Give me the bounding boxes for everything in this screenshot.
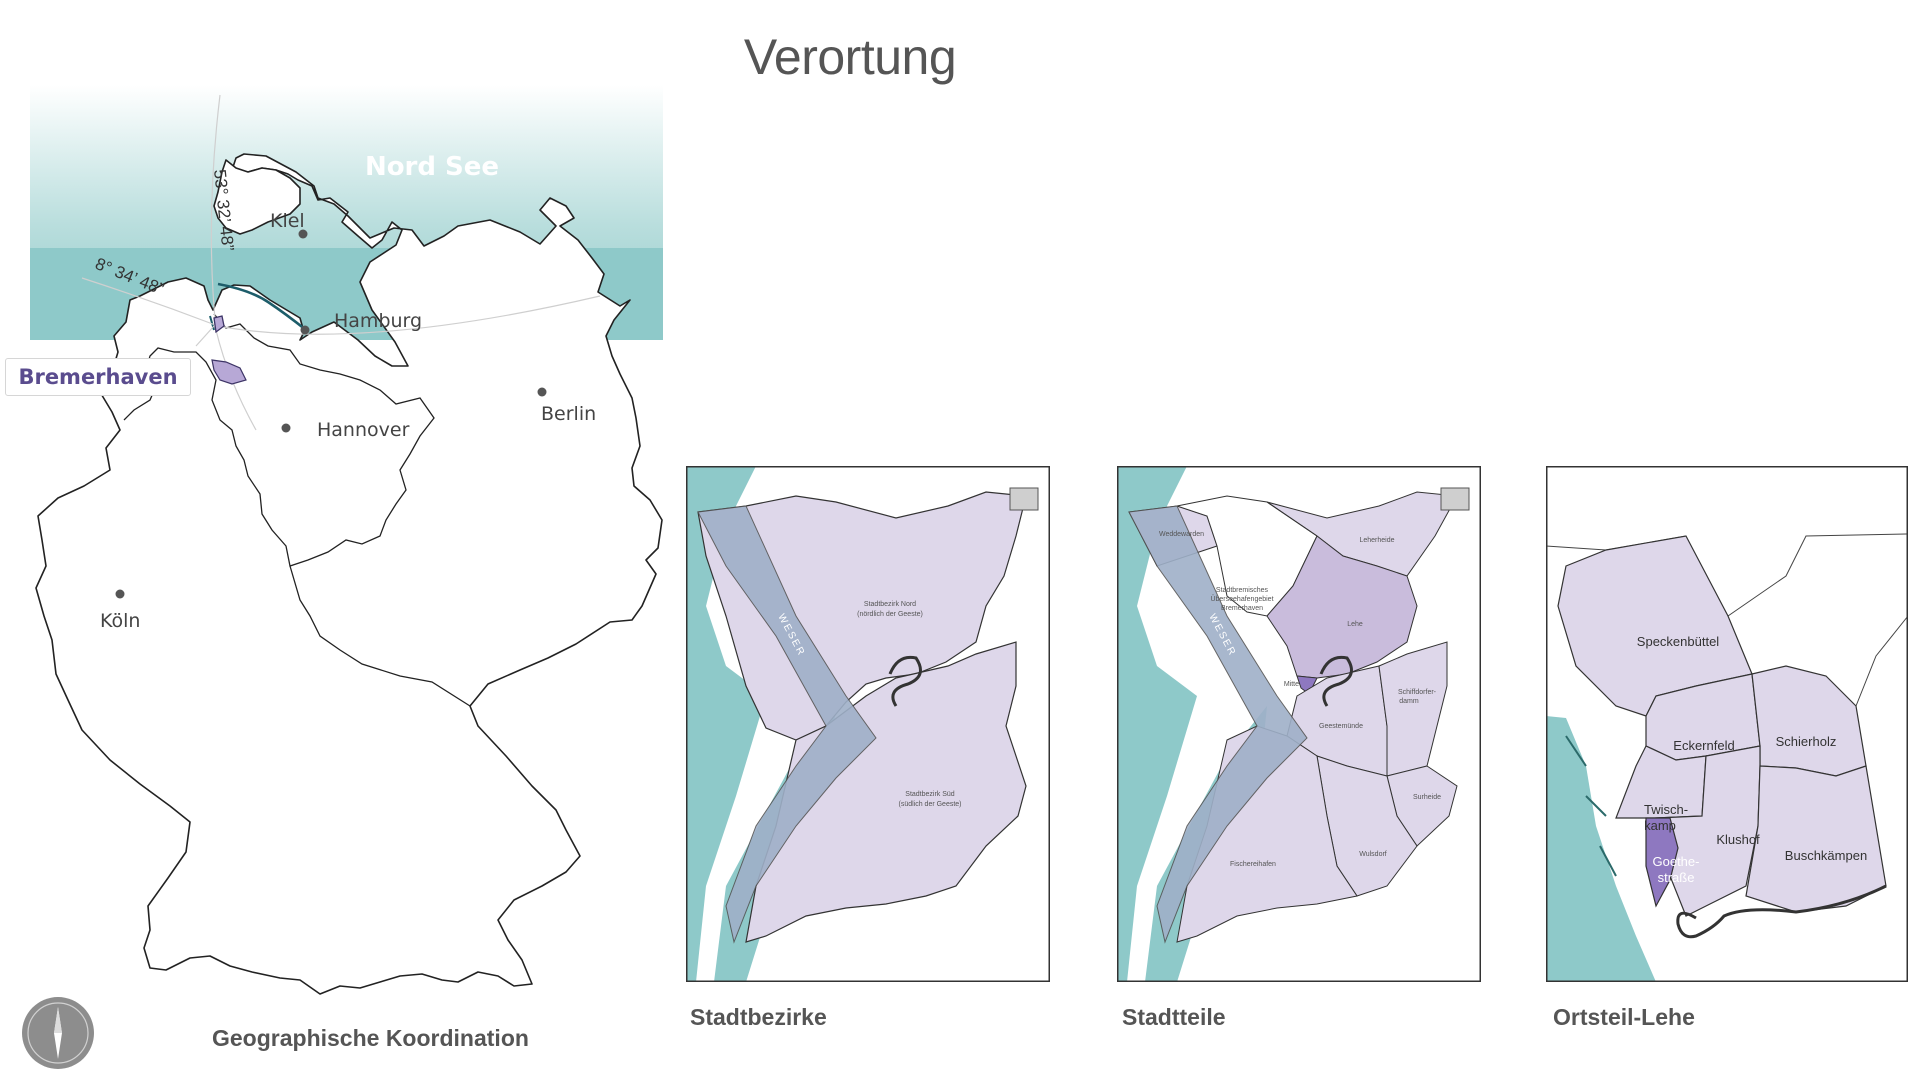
stadtteile-caption: Stadtteile — [1122, 1004, 1226, 1030]
compass-icon — [22, 997, 94, 1069]
label-surheide: Surheide — [1413, 794, 1441, 801]
city-dot-berlin — [537, 387, 547, 397]
stadtbezirke-caption: Stadtbezirke — [690, 1004, 827, 1030]
city-label-hannover: Hannover — [317, 419, 410, 441]
ortsteil-goethestrasse — [1645, 817, 1679, 908]
label-goethestrasse-1: Goethe- — [1653, 854, 1700, 869]
germany-map: 53° 32’ 48” 8° 34’ 48” Nord See Kiel Ham… — [30, 85, 663, 995]
city-dot-hannover — [281, 423, 291, 433]
district-sued — [745, 641, 1027, 943]
ortsteil-lehe-map: Speckenbüttel Eckernfeld Schierholz Twis… — [1546, 466, 1908, 982]
label-wulsdorf: Wulsdorf — [1359, 851, 1387, 858]
label-lehe: Lehe — [1347, 621, 1363, 628]
label-mitte: Mitte — [1284, 681, 1299, 688]
stadtbezirk-nord-sub: (nördlich der Geeste) — [857, 611, 923, 618]
district-schiffdorferdamm — [1378, 641, 1448, 777]
label-twischkamp-2: kamp — [1644, 818, 1676, 833]
germany-map-caption: Geographische Koordination — [212, 1025, 529, 1051]
stadtteile-map: WESER Weddewarden Leherheide Stadtbremis… — [1117, 466, 1481, 982]
sea-label: Nord See — [365, 152, 499, 182]
label-klushof: Klushof — [1716, 832, 1760, 847]
label-leherheide: Leherheide — [1359, 537, 1394, 544]
label-ueberseehafen-3: Bremerhaven — [1221, 605, 1263, 612]
stadtbezirk-nord-label: Stadtbezirk Nord — [864, 601, 916, 608]
page-title: Verortung — [743, 29, 957, 85]
district-lehe — [1266, 501, 1418, 679]
label-buschkaempen: Buschkämpen — [1785, 848, 1867, 863]
label-fischereihafen: Fischereihafen — [1230, 861, 1276, 868]
city-label-hamburg: Hamburg — [334, 310, 422, 332]
stadtbezirk-sued-label: Stadtbezirk Süd — [905, 791, 955, 798]
ortsteil-lehe-caption: Ortsteil-Lehe — [1553, 1004, 1695, 1030]
city-label-berlin: Berlin — [541, 403, 596, 425]
label-geestemuende: Geestemünde — [1319, 723, 1363, 730]
label-schiffdorferdamm-2: damm — [1399, 698, 1419, 705]
label-schiffdorferdamm-1: Schiffdorfer- — [1398, 689, 1437, 696]
label-speckenbuettel: Speckenbüttel — [1637, 634, 1720, 649]
city-dot-koeln — [115, 589, 125, 599]
city-dot-kiel — [298, 229, 308, 239]
ortsteil-buschkaempen — [1745, 765, 1887, 913]
label-goethestrasse-2: straße — [1658, 870, 1695, 885]
bremen-area — [211, 359, 247, 385]
stadtbezirke-map: WESER Stadtbezirk Nord (nördlich der Gee… — [686, 466, 1050, 982]
label-ueberseehafen-1: Stadtbremisches — [1216, 587, 1269, 594]
bremerhaven-label: Bremerhaven — [5, 358, 191, 396]
city-label-kiel: Kiel — [270, 210, 305, 232]
bremerhaven-marker — [213, 315, 225, 334]
schleswig-outline — [213, 159, 301, 235]
city-dot-hamburg — [300, 325, 310, 335]
weser-river — [697, 505, 877, 944]
stadtbezirk-sued-sub: (südlich der Geeste) — [898, 801, 961, 808]
ortsteil-klushof — [1655, 745, 1761, 917]
germany-outline — [35, 153, 663, 995]
label-eckernfeld: Eckernfeld — [1673, 738, 1734, 753]
label-twischkamp-1: Twisch- — [1644, 802, 1688, 817]
label-schierholz: Schierholz — [1776, 734, 1837, 749]
city-label-koeln: Köln — [100, 610, 140, 632]
label-ueberseehafen-2: Überseehafengebiet — [1210, 595, 1273, 603]
district-nord — [697, 491, 1027, 741]
label-weddewarden: Weddewarden — [1159, 531, 1204, 538]
